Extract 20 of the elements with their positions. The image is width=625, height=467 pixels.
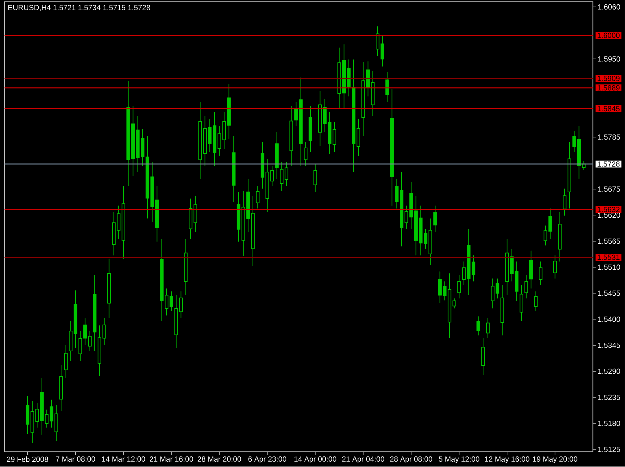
candlestick [256, 186, 260, 210]
candlestick [290, 106, 294, 167]
candlestick [558, 212, 562, 262]
candlestick [314, 164, 318, 193]
candlestick [93, 275, 97, 352]
candlestick [529, 250, 534, 290]
candlestick [60, 365, 64, 412]
candlestick [232, 136, 236, 203]
candlestick [386, 72, 390, 103]
candlestick [524, 275, 528, 300]
candlestick [108, 258, 112, 319]
candlestick [390, 89, 394, 206]
candlestick [500, 285, 504, 336]
candlestick [568, 142, 572, 210]
candlestick [534, 291, 538, 312]
candlestick [304, 142, 308, 167]
candlestick [476, 316, 480, 336]
candlestick [184, 238, 188, 296]
candlestick [308, 106, 312, 153]
candlestick [275, 132, 279, 180]
